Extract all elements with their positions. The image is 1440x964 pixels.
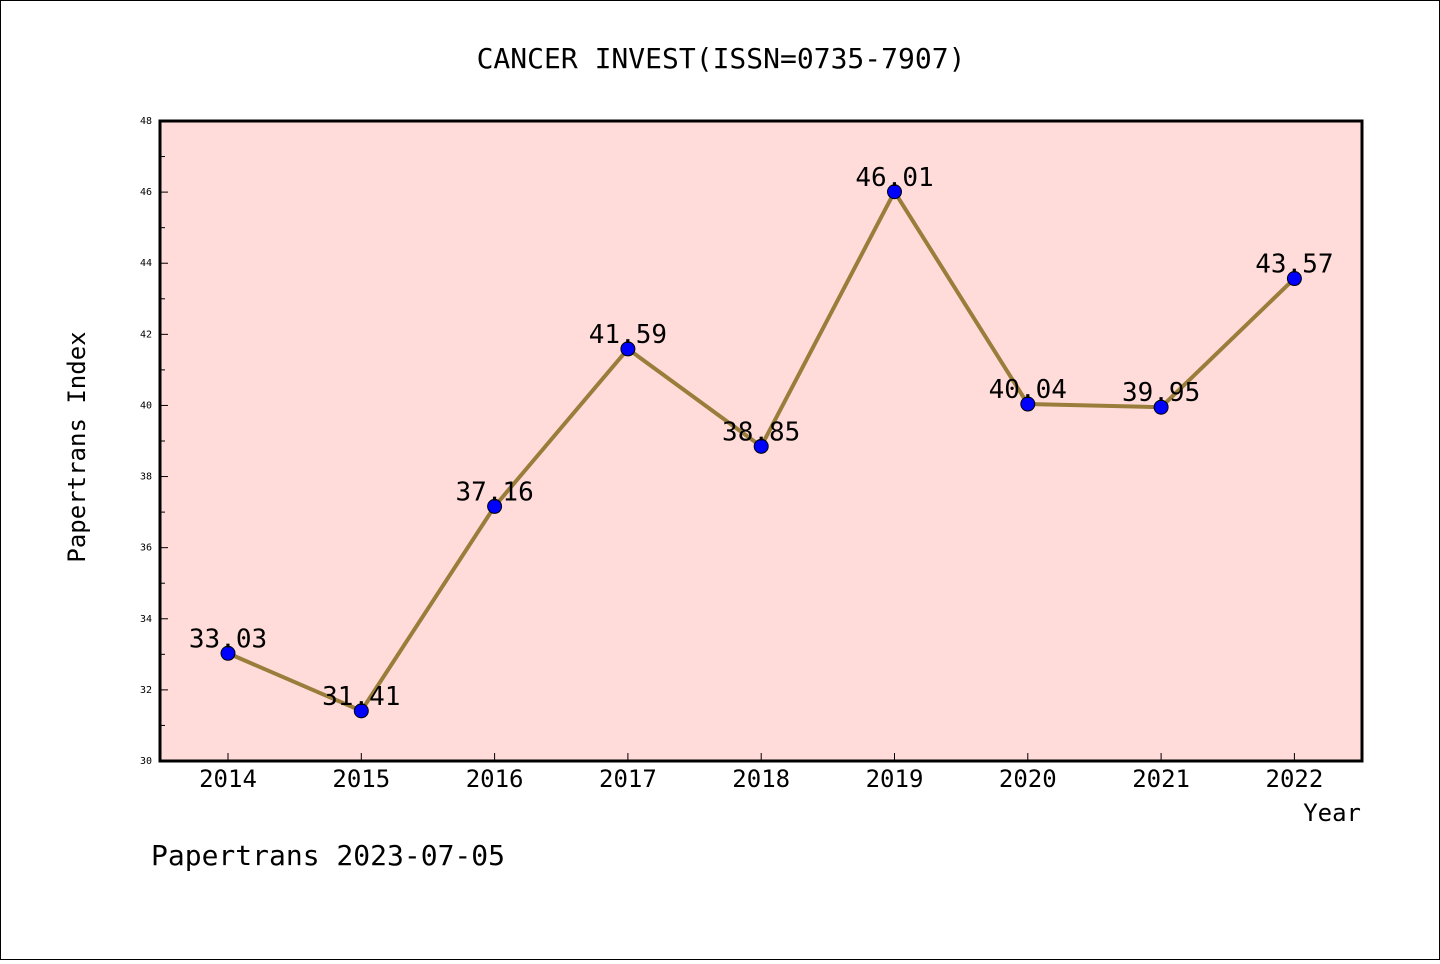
- x-tick-label: 2016: [466, 765, 524, 793]
- x-axis-label: Year: [1303, 799, 1361, 827]
- y-tick-label: 48: [140, 116, 152, 127]
- y-tick-label: 34: [140, 614, 152, 625]
- data-label: 40.04: [989, 375, 1067, 405]
- x-tick-label: 2014: [199, 765, 257, 793]
- y-tick-label: 36: [140, 543, 152, 554]
- data-points: [220, 184, 1302, 719]
- data-label: 38.85: [722, 417, 800, 447]
- y-axis-label: Papertrans Index: [63, 331, 91, 562]
- data-point: [353, 703, 369, 719]
- data-label: 43.57: [1255, 250, 1333, 280]
- data-label: 33.03: [189, 624, 267, 654]
- data-labels: 33.03 31.41 37.16 41.59 38.85 46.01 40.04 39.95…: [189, 163, 1334, 712]
- y-tick-label: 30: [140, 756, 152, 767]
- data-label: 39.95: [1122, 378, 1200, 408]
- data-point: [753, 438, 769, 454]
- y-tick-label: 46: [140, 187, 152, 198]
- data-label: 41.59: [589, 320, 667, 350]
- data-point: [487, 498, 503, 514]
- chart-title: CANCER INVEST(ISSN=0735-7907): [477, 42, 966, 75]
- x-tick-label: 2018: [732, 765, 790, 793]
- y-tick-label: 32: [140, 685, 152, 696]
- y-tick-label: 42: [140, 329, 152, 340]
- data-point: [220, 645, 236, 661]
- x-tick-label: 2021: [1132, 765, 1190, 793]
- data-point: [1153, 399, 1169, 415]
- x-tick-label: 2022: [1266, 765, 1324, 793]
- x-tick-label: 2019: [866, 765, 924, 793]
- x-tick-label: 2017: [599, 765, 657, 793]
- x-tick-label: 2015: [332, 765, 390, 793]
- data-label: 31.41: [322, 682, 400, 712]
- data-label: 37.16: [455, 477, 533, 507]
- x-axis: 2014 2015 2016 2017 2018 2019 2020 2021 2022: [199, 753, 1323, 793]
- y-tick-label: 44: [140, 258, 152, 269]
- data-point: [1286, 271, 1302, 287]
- data-point: [620, 341, 636, 357]
- y-tick-label: 40: [140, 400, 152, 411]
- footer-text: Papertrans 2023-07-05: [151, 839, 505, 872]
- data-point: [1020, 396, 1036, 412]
- data-label: 46.01: [855, 163, 933, 193]
- data-point: [887, 184, 902, 200]
- y-tick-label: 38: [140, 472, 152, 483]
- x-tick-label: 2020: [999, 765, 1057, 793]
- y-axis: 30 32 34 36 38 40 42 44 46 48: [140, 116, 168, 767]
